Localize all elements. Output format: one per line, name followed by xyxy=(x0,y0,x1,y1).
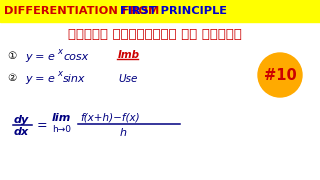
Text: f(x+h)−f(x): f(x+h)−f(x) xyxy=(80,113,140,123)
Text: x: x xyxy=(57,48,62,57)
Text: dx: dx xyxy=(14,127,29,137)
Text: Imb: Imb xyxy=(118,50,140,60)
Text: ②: ② xyxy=(7,73,17,83)
Text: lim: lim xyxy=(52,113,71,123)
Text: sinx: sinx xyxy=(63,74,85,84)
Text: h→0: h→0 xyxy=(52,125,71,134)
Text: Use: Use xyxy=(118,74,137,84)
Text: ①: ① xyxy=(7,51,17,61)
Circle shape xyxy=(258,53,302,97)
Text: cosx: cosx xyxy=(63,52,88,62)
Text: h: h xyxy=(120,128,127,138)
Bar xyxy=(0,0,320,22)
Text: DIFFERENTIATION FROM: DIFFERENTIATION FROM xyxy=(4,6,163,16)
Text: #10: #10 xyxy=(264,68,296,82)
Text: dy: dy xyxy=(14,115,29,125)
Text: y = e: y = e xyxy=(25,74,55,84)
Text: y = e: y = e xyxy=(25,52,55,62)
Text: FIRST PRINCIPLE: FIRST PRINCIPLE xyxy=(120,6,227,16)
Text: =: = xyxy=(37,120,48,132)
Text: x: x xyxy=(57,69,62,78)
Text: प्रथम सिद्धांत से अवकलन: प्रथम सिद्धांत से अवकलन xyxy=(68,28,242,40)
